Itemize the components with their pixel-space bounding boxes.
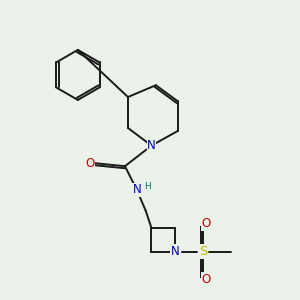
Text: O: O (85, 157, 95, 170)
Text: O: O (201, 273, 211, 286)
Text: N: N (171, 245, 179, 258)
Text: H: H (145, 182, 151, 191)
Text: S: S (199, 245, 207, 258)
Text: O: O (201, 217, 211, 230)
Text: N: N (132, 183, 141, 196)
Text: N: N (147, 139, 156, 152)
